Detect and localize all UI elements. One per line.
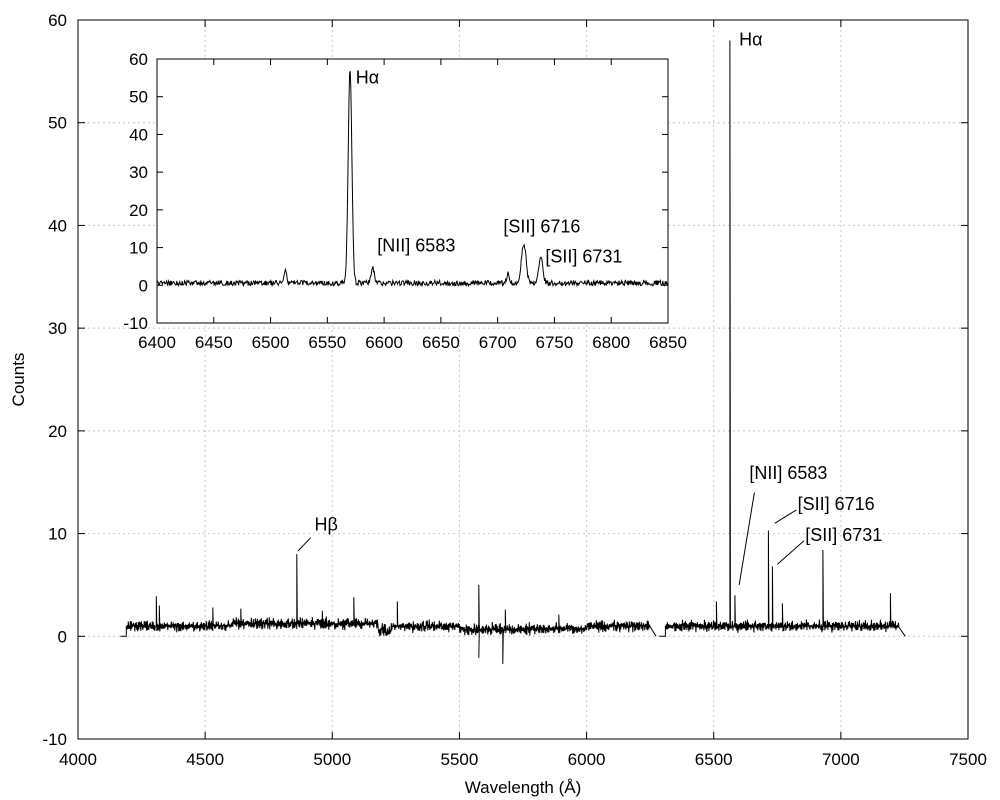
x-tick-label: 6500 (695, 750, 733, 769)
x-tick-label: 4500 (186, 750, 224, 769)
y-tick-label: 50 (48, 114, 67, 133)
leader-sii-6731 (776, 540, 805, 565)
leader-sii-6716 (774, 509, 797, 524)
y-tick-label: 40 (48, 216, 67, 235)
y-tick-label: 0 (58, 627, 67, 646)
inset-y-tick-label: 60 (129, 50, 148, 69)
inset-x-tick-label: 6750 (536, 333, 574, 352)
x-tick-label: 7000 (822, 750, 860, 769)
y-tick-label: 20 (48, 422, 67, 441)
inset-annotation-sii-6716: [SII] 6716 (503, 216, 580, 236)
main-annotations: Hα Hβ [NII] 6583 [SII] 6716 [SII] 6731 (297, 30, 882, 586)
inset-annotation-nii-6583: [NII] 6583 (377, 235, 455, 255)
x-axis-label: Wavelength (Å) (465, 778, 582, 797)
inset-x-tick-label: 6650 (422, 333, 460, 352)
inset-tick-labels: 6400 6450 6500 6550 6600 6650 6700 6750 6800 6850… (123, 50, 686, 352)
annotation-h-beta: Hβ (314, 514, 337, 534)
inset-y-tick-label: 40 (129, 125, 148, 144)
main-plot-frame (77, 19, 969, 740)
main-spectrum-line (120, 40, 906, 665)
annotation-h-alpha: Hα (739, 30, 762, 50)
inset-ticks (156, 58, 669, 324)
y-tick-label: 60 (48, 11, 67, 30)
inset-plot: 6400 6450 6500 6550 6600 6650 6700 6750 6800 6850… (123, 50, 686, 352)
annotation-sii-6731: [SII] 6731 (805, 525, 882, 545)
inset-y-tick-label: 0 (139, 276, 148, 295)
inset-plot-frame (156, 58, 669, 324)
inset-x-tick-label: 6800 (592, 333, 630, 352)
inset-annotations: Hα [NII] 6583 [SII] 6716 [SII] 6731 (356, 68, 623, 267)
inset-annotation-sii-6731: [SII] 6731 (545, 247, 622, 267)
y-tick-label: 10 (48, 525, 67, 544)
inset-x-tick-label: 6450 (195, 333, 233, 352)
x-tick-label: 4000 (59, 750, 97, 769)
inset-x-tick-label: 6500 (252, 333, 290, 352)
y-tick-label: -10 (42, 730, 67, 749)
inset-spectrum-line (156, 70, 669, 288)
inset-y-tick-label: -10 (123, 314, 148, 333)
inset-x-tick-label: 6850 (649, 333, 687, 352)
inset-background (157, 59, 668, 323)
inset-y-tick-label: 10 (129, 239, 148, 258)
inset-x-tick-label: 6600 (365, 333, 403, 352)
inset-x-tick-label: 6550 (308, 333, 346, 352)
x-tick-label: 5500 (441, 750, 479, 769)
annotation-nii-6583: [NII] 6583 (749, 463, 827, 483)
y-tick-label: 30 (48, 319, 67, 338)
x-tick-label: 5000 (313, 750, 351, 769)
x-tick-label: 6000 (568, 750, 606, 769)
inset-y-tick-label: 30 (129, 163, 148, 182)
inset-y-tick-label: 20 (129, 201, 148, 220)
main-ticks (77, 19, 969, 740)
main-tick-labels: 4000 4500 5000 5500 6000 6500 7000 7500 -10 0 10 20… (42, 11, 986, 769)
y-axis-label: Counts (9, 353, 28, 407)
annotation-sii-6716: [SII] 6716 (798, 494, 875, 514)
inset-annotation-h-alpha: Hα (356, 68, 379, 88)
main-plot: 4000 4500 5000 5500 6000 6500 7000 7500 -10 0 10 20… (9, 11, 987, 797)
x-tick-label: 7500 (949, 750, 987, 769)
inset-x-tick-label: 6400 (138, 333, 176, 352)
inset-y-tick-label: 50 (129, 88, 148, 107)
leader-nii-6583 (738, 492, 755, 586)
leader-h-beta (297, 537, 312, 552)
inset-x-tick-label: 6700 (479, 333, 517, 352)
